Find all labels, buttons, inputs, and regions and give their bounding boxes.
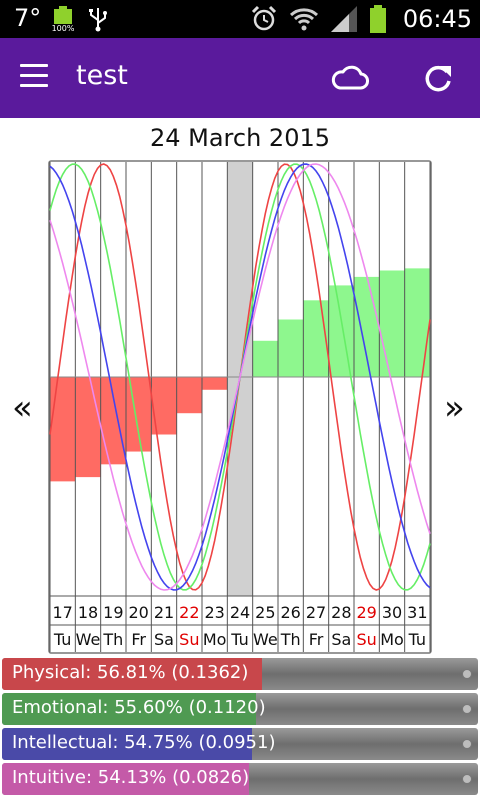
menu-icon[interactable] [20, 64, 50, 90]
weekday-label: Tu [408, 630, 426, 649]
day-number-label: 25 [255, 603, 275, 622]
percent-bar-fill [2, 658, 262, 690]
day-number-label: 29 [356, 603, 376, 622]
day-number-label: 26 [280, 603, 300, 622]
day-number-label: 24 [230, 603, 250, 622]
status-bar: 7° 100% 06:45 [0, 0, 480, 38]
day-number-label: 19 [103, 603, 123, 622]
daily-bar [303, 300, 329, 377]
daily-bar [404, 268, 430, 377]
percent-bar-fill [2, 763, 250, 795]
percent-bar-label: Intuitive: 54.13% (0.0826) [12, 767, 250, 788]
daily-bar [354, 276, 380, 377]
weekday-label: Fr [309, 630, 324, 649]
battery-small-icon: 100% [52, 6, 74, 32]
alarm-icon [251, 5, 276, 31]
weekday-label: We [253, 630, 278, 649]
percent-bar-label: Emotional: 55.60% (0.1120) [12, 697, 266, 718]
daily-bar [126, 377, 152, 452]
weekday-label: Sa [331, 630, 351, 649]
percent-bar-label: Physical: 56.81% (0.1362) [12, 662, 249, 683]
bar-handle-icon [462, 774, 472, 784]
refresh-icon[interactable] [420, 58, 456, 98]
weekday-label: Su [179, 630, 199, 649]
weekday-label: Su [357, 630, 377, 649]
weekday-label: Mo [203, 630, 227, 649]
percent-bar-fill [2, 728, 253, 760]
percent-bar[interactable]: Emotional: 55.60% (0.1120) [2, 693, 478, 725]
previous-button[interactable]: « [12, 388, 33, 428]
day-number-label: 20 [128, 603, 148, 622]
daily-bar [50, 377, 76, 482]
percent-bar[interactable]: Intuitive: 54.13% (0.0826) [2, 763, 478, 795]
daily-bar [328, 285, 354, 377]
clock-text: 06:45 [402, 5, 472, 33]
daily-bar [252, 340, 278, 377]
weekday-label: Fr [131, 630, 146, 649]
daily-bar [202, 377, 228, 390]
day-number-label: 21 [154, 603, 174, 622]
percent-bar-fill [2, 693, 257, 725]
weekday-label: Tu [53, 630, 71, 649]
weekday-label: Mo [380, 630, 404, 649]
percent-bar[interactable]: Physical: 56.81% (0.1362) [2, 658, 478, 690]
bar-handle-icon [462, 704, 472, 714]
battery-percent-text: 100% [52, 24, 74, 32]
day-number-label: 18 [78, 603, 98, 622]
daily-bar [75, 377, 101, 478]
wifi-icon [289, 8, 318, 31]
battery-icon [369, 5, 386, 33]
bar-handle-icon [462, 669, 472, 679]
percent-bar[interactable]: Intellectual: 54.75% (0.0951) [2, 728, 478, 760]
temperature-text: 7° [14, 4, 42, 32]
day-number-label: 30 [382, 603, 402, 622]
signal-icon [330, 6, 357, 32]
daily-bar [100, 377, 126, 465]
date-title: 24 March 2015 [149, 124, 331, 152]
weekday-label: Sa [154, 630, 174, 649]
bar-handle-icon [462, 739, 472, 749]
percent-bar-label: Intellectual: 54.75% (0.0951) [12, 732, 276, 753]
day-number-label: 31 [407, 603, 427, 622]
cloud-icon[interactable] [330, 60, 370, 96]
daily-bar [379, 270, 405, 377]
weekday-label: Tu [230, 630, 248, 649]
day-number-label: 23 [204, 603, 224, 622]
curve-intuitive [49, 163, 431, 591]
biorhythm-chart[interactable]: 17Tu18We19Th20Fr21Sa22Su23Mo24Tu25We26Th… [48, 160, 432, 654]
daily-bar [176, 377, 202, 414]
next-button[interactable]: » [444, 388, 465, 428]
weekday-label: Th [280, 630, 301, 649]
day-number-label: 27 [306, 603, 326, 622]
day-number-label: 28 [331, 603, 351, 622]
weekday-label: Th [102, 630, 123, 649]
app-bar: test [0, 38, 480, 118]
weekday-label: We [76, 630, 101, 649]
daily-bar [278, 319, 304, 377]
app-title: test [76, 60, 128, 91]
day-number-label: 17 [52, 603, 72, 622]
day-number-label: 22 [179, 603, 199, 622]
usb-icon [89, 8, 107, 32]
